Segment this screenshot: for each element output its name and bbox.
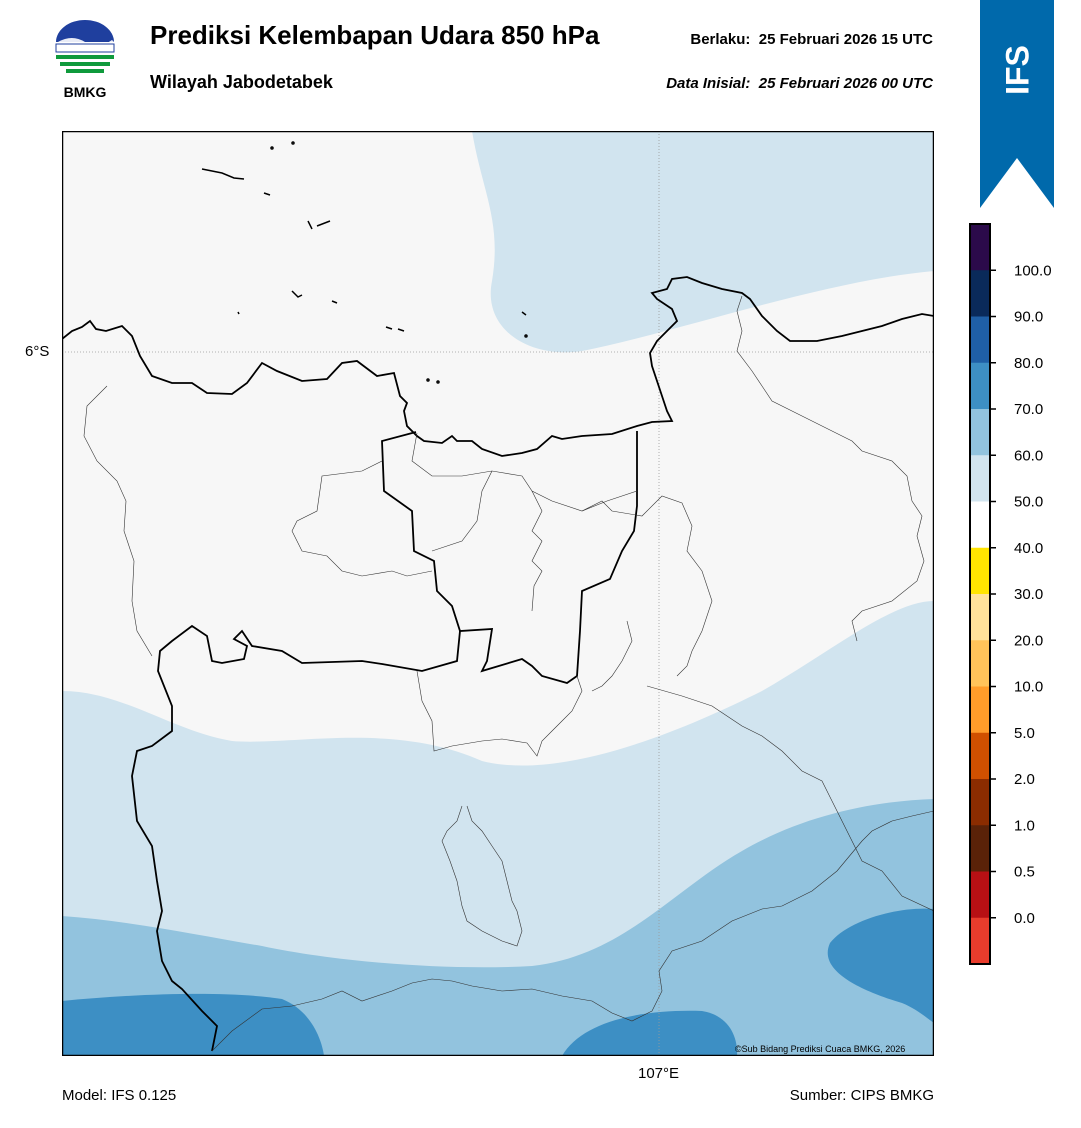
- lon-label: 107°E: [638, 1065, 680, 1082]
- map-credit: ©Sub Bidang Prediksi Cuaca BMKG, 2026: [735, 1044, 906, 1054]
- colorbar-segment: [970, 594, 990, 641]
- source-label: Sumber: CIPS BMKG: [789, 1087, 934, 1104]
- colorbar-label: 20.0: [1014, 632, 1043, 649]
- valid-time: Berlaku: 25 Februari 2026 15 UTC: [690, 31, 933, 48]
- model-label: Model: IFS 0.125: [62, 1087, 177, 1104]
- init-time: Data Inisial: 25 Februari 2026 00 UTC: [666, 75, 933, 92]
- colorbar-segment: [970, 270, 990, 317]
- colorbar-segments: [970, 224, 990, 965]
- humidity-zone-70-80-sw: [62, 993, 324, 1056]
- colorbar-label: 1.0: [1014, 817, 1035, 834]
- colorbar-segment: [970, 825, 990, 872]
- colorbar-segment: [970, 640, 990, 687]
- colorbar-segment: [970, 686, 990, 734]
- ifs-badge: IFS: [980, 0, 1054, 208]
- init-label: Data Inisial:: [666, 75, 751, 92]
- humidity-map: [62, 131, 934, 1056]
- humidity-zone-70-80-s: [562, 1010, 738, 1056]
- colorbar-label: 70.0: [1014, 401, 1043, 418]
- page-title: Prediksi Kelembapan Udara 850 hPa: [150, 20, 600, 50]
- valid-value: 25 Februari 2026 15 UTC: [758, 31, 933, 48]
- humidity-zone-60-70: [62, 799, 934, 1056]
- colorbar-label: 10.0: [1014, 679, 1043, 696]
- colorbar-segment: [970, 547, 990, 595]
- colorbar-frame: [969, 223, 991, 965]
- district-borders: [83, 295, 934, 1052]
- colorbar-label: 100.0: [1014, 262, 1052, 279]
- colorbar-label: 50.0: [1014, 494, 1043, 511]
- colorbar-label: 40.0: [1014, 540, 1043, 557]
- region-subtitle: Wilayah Jabodetabek: [150, 72, 333, 92]
- colorbar-label: 0.5: [1014, 864, 1035, 881]
- colorbar-segment: [970, 409, 990, 456]
- colorbar-segment: [970, 779, 990, 826]
- lat-label: 6°S: [25, 343, 50, 360]
- colorbar: 100.0 90.0 80.0 70.0 60.0 50.0 40.0 30.0 20.0 10.…: [969, 223, 1052, 965]
- init-value: 25 Februari 2026 00 UTC: [758, 75, 933, 92]
- colorbar-label: 90.0: [1014, 309, 1043, 326]
- bmkg-emblem-icon: [55, 20, 115, 73]
- bmkg-logo: BMKG: [52, 20, 118, 102]
- humidity-zone-70-80-se: [827, 908, 934, 1023]
- colorbar-segment: [970, 362, 990, 410]
- colorbar-segment: [970, 316, 990, 364]
- colorbar-label: 5.0: [1014, 725, 1035, 742]
- banten-border: [131, 624, 461, 1052]
- colorbar-label: 30.0: [1014, 586, 1043, 603]
- colorbar-labels: 100.0 90.0 80.0 70.0 60.0 50.0 40.0 30.0 20.0 10.…: [990, 262, 1052, 927]
- colorbar-label: 60.0: [1014, 447, 1043, 464]
- colorbar-segment: [970, 501, 990, 549]
- colorbar-label: 0.0: [1014, 910, 1035, 927]
- thousand-islands: [201, 141, 528, 384]
- colorbar-segment: [970, 224, 990, 271]
- colorbar-segment: [970, 732, 990, 780]
- colorbar-segment: [970, 871, 990, 919]
- ifs-badge-label: IFS: [999, 45, 1035, 95]
- logo-text: BMKG: [63, 84, 107, 100]
- jakarta-border: [381, 431, 638, 684]
- humidity-zone-50-60-north: [472, 131, 934, 353]
- colorbar-label: 80.0: [1014, 355, 1043, 372]
- valid-label: Berlaku:: [690, 31, 751, 48]
- colorbar-segment: [970, 917, 990, 965]
- coastline: [62, 276, 934, 457]
- colorbar-label: 2.0: [1014, 771, 1035, 788]
- colorbar-segment: [970, 455, 990, 502]
